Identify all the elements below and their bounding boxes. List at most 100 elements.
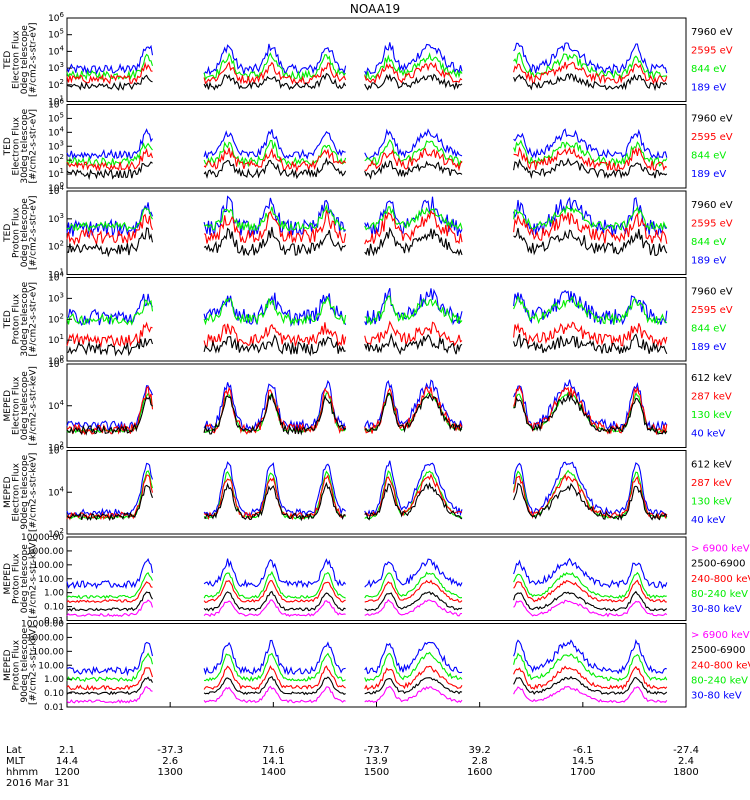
x-tick-hhmm: 1500 bbox=[364, 767, 389, 778]
y-tick-label: 102 bbox=[48, 312, 64, 325]
panel-8: 0.01 0.10 1.00 10.00 100.00 1000.00 10000.00 ME… bbox=[3, 620, 750, 714]
series-line-40-kev bbox=[66, 460, 667, 518]
x-tick-mlt: 13.9 bbox=[365, 756, 387, 767]
y-tick-label: 105 bbox=[48, 28, 64, 41]
y-axis-label: Electron Flux bbox=[12, 116, 22, 175]
legend-entry: 2595 eV bbox=[691, 132, 733, 143]
x-tick-lat: -37.3 bbox=[157, 745, 183, 756]
legend-entry: 130 keV bbox=[691, 497, 732, 508]
y-axis-label: [#/cm2-s-str-eV] bbox=[29, 282, 39, 357]
legend-entry: 30-80 keV bbox=[691, 691, 742, 702]
series-line-7960-ev bbox=[66, 332, 668, 357]
series-line-30-80-kev bbox=[66, 638, 667, 677]
y-axis-label: TED bbox=[3, 137, 13, 156]
y-axis-label: 90deg telescope bbox=[20, 454, 30, 529]
y-tick-label: 100 bbox=[48, 181, 64, 194]
legend-entry: 189 eV bbox=[691, 342, 726, 353]
series-line-240-800-kev bbox=[66, 579, 667, 604]
legend-entry: 2500-6900 bbox=[691, 645, 746, 656]
y-axis-label: [#/cm2-s-str-eV] bbox=[29, 195, 39, 270]
y-tick-label: 104 bbox=[48, 271, 64, 284]
series-line-30-80-kev bbox=[66, 557, 668, 590]
series-line--6900-kev bbox=[66, 685, 668, 704]
y-axis-label: [#/cm2-s-str-keV] bbox=[29, 366, 39, 445]
legend-entry: 80-240 keV bbox=[691, 675, 748, 686]
y-axis-label: TED bbox=[3, 310, 13, 329]
series-line-40-kev bbox=[66, 379, 668, 432]
series-line-80-240-kev bbox=[66, 651, 668, 683]
y-axis-label: Electron Flux bbox=[12, 462, 22, 521]
x-tick-hhmm: 1200 bbox=[54, 767, 79, 778]
x-tick-lat: -73.7 bbox=[364, 745, 390, 756]
legend-entry: 7960 eV bbox=[691, 286, 733, 297]
y-tick-label: 101 bbox=[48, 268, 64, 281]
y-tick-label: 104 bbox=[48, 399, 64, 412]
legend-entry: 844 eV bbox=[691, 324, 726, 335]
y-tick-label: 1000.00 bbox=[27, 547, 64, 557]
y-tick-label: 104 bbox=[48, 44, 64, 57]
y-tick-label: 100 bbox=[48, 354, 64, 367]
y-axis-label: 90deg telescope bbox=[20, 627, 30, 702]
x-tick-hhmm: 1600 bbox=[467, 767, 492, 778]
series-line-2595-ev bbox=[66, 209, 668, 246]
panel-frame bbox=[66, 104, 687, 189]
series-line-189-ev bbox=[66, 128, 668, 160]
y-axis-label: Proton Flux bbox=[12, 207, 22, 258]
y-tick-label: 105 bbox=[48, 111, 64, 124]
panel-frame bbox=[66, 623, 687, 708]
series-line-7960-ev bbox=[66, 226, 668, 258]
x-tick-lat: 71.6 bbox=[262, 745, 284, 756]
series-line-844-ev bbox=[66, 139, 668, 168]
legend-entry: 844 eV bbox=[691, 237, 726, 248]
y-tick-label: 100.00 bbox=[33, 561, 65, 571]
x-tick-mlt: 2.8 bbox=[472, 756, 488, 767]
x-tick-mlt: 14.4 bbox=[56, 756, 78, 767]
x-tick-lat: -6.1 bbox=[573, 745, 593, 756]
y-tick-label: 0.01 bbox=[44, 703, 64, 713]
y-tick-label: 0.10 bbox=[44, 689, 64, 699]
y-tick-label: 102 bbox=[48, 527, 64, 540]
y-axis-label: Electron Flux bbox=[12, 30, 22, 89]
y-tick-label: 1.00 bbox=[44, 589, 64, 599]
x-tick-mlt: 14.5 bbox=[572, 756, 594, 767]
y-axis-label: TED bbox=[3, 51, 13, 70]
y-axis-label: [#/cm2-s-str-eV] bbox=[29, 22, 39, 97]
legend-entry: 2595 eV bbox=[691, 218, 733, 229]
y-tick-label: 103 bbox=[48, 61, 64, 74]
series-line-7960-ev bbox=[66, 72, 668, 92]
legend-entry: 80-240 keV bbox=[691, 589, 748, 600]
y-axis-label: Electron Flux bbox=[12, 376, 22, 435]
legend-entry: > 6900 keV bbox=[691, 543, 750, 554]
y-tick-label: 106 bbox=[48, 357, 64, 370]
x-tick-mlt: 2.6 bbox=[162, 756, 178, 767]
y-tick-label: 102 bbox=[48, 78, 64, 91]
y-axis-label: 0deg telescope bbox=[20, 25, 30, 95]
y-axis-label: MEPED bbox=[3, 563, 13, 595]
series-line-240-800-kev bbox=[66, 664, 668, 691]
y-axis-label: 30deg telescope bbox=[20, 108, 30, 183]
y-tick-label: 103 bbox=[48, 212, 64, 225]
series-line-844-ev bbox=[66, 295, 668, 327]
legend-entry: 2595 eV bbox=[691, 45, 733, 56]
x-row-label-lat: Lat bbox=[6, 745, 22, 756]
legend-entry: 844 eV bbox=[691, 64, 726, 75]
y-tick-label: 0.10 bbox=[44, 603, 64, 613]
series-line--6900-kev bbox=[66, 598, 668, 618]
legend-entry: 40 keV bbox=[691, 429, 725, 440]
legend-entry: 189 eV bbox=[691, 169, 726, 180]
legend-entry: 7960 eV bbox=[691, 113, 733, 124]
y-axis-label: MEPED bbox=[3, 649, 13, 681]
y-axis-label: Proton Flux bbox=[12, 553, 22, 604]
y-axis-label: 0deg telescope bbox=[20, 544, 30, 614]
panel-7: 0.01 0.10 1.00 10.00 100.00 1000.00 10000.00 ME… bbox=[3, 533, 750, 627]
y-tick-label: 106 bbox=[48, 98, 64, 111]
y-axis-label: [#/cm2-s-str-eV] bbox=[29, 109, 39, 184]
series-line-2595-ev bbox=[66, 320, 668, 348]
legend-entry: 130 keV bbox=[691, 410, 732, 421]
legend-entry: > 6900 keV bbox=[691, 630, 750, 641]
plot-title: NOAA19 bbox=[350, 2, 400, 16]
